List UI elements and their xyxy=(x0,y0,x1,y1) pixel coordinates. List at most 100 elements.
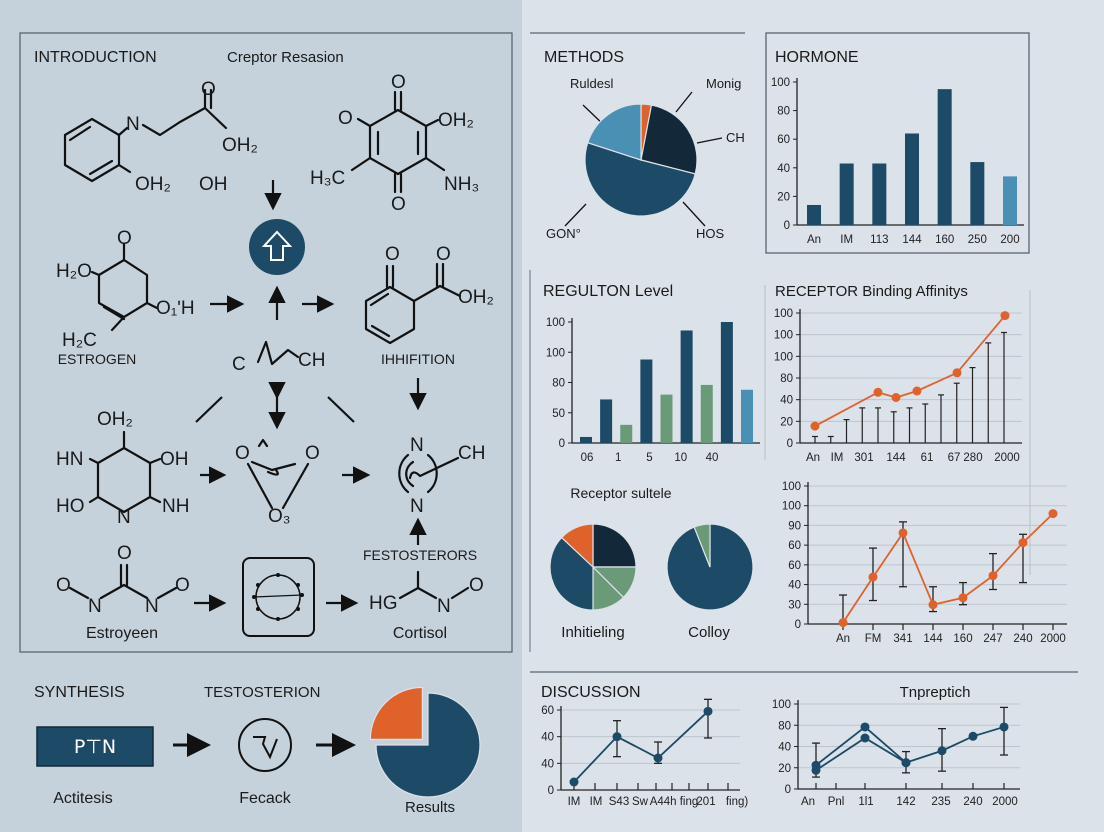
orange-chart-point xyxy=(838,618,848,628)
tnpreptich-ytick-label: 0 xyxy=(785,784,791,796)
atom-label: O xyxy=(56,575,71,596)
regulton-ytick-label: 100 xyxy=(546,317,565,329)
receptor-binding-x-label: 2000 xyxy=(994,452,1020,464)
connector-line xyxy=(327,396,355,423)
tnpreptich-ytick-label: 100 xyxy=(772,699,791,711)
methods-label: HOS xyxy=(696,226,725,241)
atom-label: O xyxy=(469,575,484,596)
receptor-binding-x-label: IM xyxy=(831,452,844,464)
molecule-5-bonds xyxy=(88,430,162,514)
discussion-title: DISCUSSION xyxy=(541,684,641,701)
atom-label: O xyxy=(117,543,132,564)
atom-label: O xyxy=(235,443,250,464)
regulton-bar xyxy=(700,384,713,443)
pie-2-label: Colloy xyxy=(688,624,730,641)
regulton-x-label: 06 xyxy=(581,452,594,464)
introduction-title: INTRODUCTION xyxy=(34,49,157,66)
tnpreptich-x-label: An xyxy=(801,796,815,808)
hormone-ytick-label: 80 xyxy=(777,106,790,118)
tnpreptich-series-1-point xyxy=(860,722,870,732)
synthesis-box xyxy=(36,726,154,767)
receptor-binding-ytick-label: 100 xyxy=(774,351,793,363)
methods-pie-slice xyxy=(584,141,696,217)
discussion-line xyxy=(573,710,709,783)
orange-chart-ytick-label: 40 xyxy=(788,580,801,592)
tnpreptich-x-label: 1l1 xyxy=(858,796,873,808)
atom-label: OH₂ xyxy=(135,174,171,195)
orange-chart-x-label: 341 xyxy=(893,633,912,645)
orange-chart-x-label: 160 xyxy=(953,633,972,645)
atom-label: CH xyxy=(298,350,325,371)
ring-structure-icon xyxy=(252,573,304,621)
molecule-1-bonds xyxy=(63,88,228,183)
orange-chart-ytick-label: 0 xyxy=(795,619,801,631)
regulton-bar xyxy=(660,394,673,443)
estrogen-label: ESTROGEN xyxy=(58,351,137,367)
regulton-x-label: 40 xyxy=(706,452,719,464)
atom-label: OH xyxy=(199,174,228,195)
ozone-structure xyxy=(246,438,310,510)
discussion-point xyxy=(569,777,579,787)
regulton-bar xyxy=(720,322,733,443)
atom-label: O xyxy=(117,228,132,249)
hormone-x-label: IM xyxy=(840,234,853,246)
hormone-bar xyxy=(937,89,952,226)
regulton-x-label: 5 xyxy=(646,452,652,464)
atom-label: OH₂ xyxy=(222,135,258,156)
hormone-ytick-label: 40 xyxy=(777,163,790,175)
tnpreptich-series-1-point xyxy=(999,722,1009,732)
atom-label: N xyxy=(117,507,131,528)
receptor-binding-point xyxy=(891,393,901,402)
receptor-binding-x-label: An xyxy=(806,452,820,464)
discussion-point xyxy=(653,753,663,763)
atom-label: O₃ xyxy=(268,506,291,527)
discussion-x-label: 201 xyxy=(696,796,715,808)
orange-chart-x-label: 240 xyxy=(1013,633,1032,645)
hormone-ytick-label: 100 xyxy=(771,77,790,89)
inhibition-label: IHHIFITION xyxy=(381,351,455,367)
introduction-panel-border xyxy=(19,32,513,653)
introduction-subtitle: Creptor Resasion xyxy=(227,49,344,66)
actitesis-label: Actitesis xyxy=(53,790,113,807)
methods-pie-slice xyxy=(586,103,642,161)
orange-chart-ytick-label: 60 xyxy=(788,540,801,552)
receptor-binding-ytick-label: 0 xyxy=(787,438,793,450)
discussion-x-label: A44h fing xyxy=(650,796,699,808)
regulton-bar xyxy=(680,330,693,443)
atom-label: N xyxy=(410,496,424,517)
discussion-x-label: S43 xyxy=(609,796,629,808)
atom-label: N xyxy=(437,596,451,617)
atom-label: OH₂ xyxy=(458,287,494,308)
orange-chart-ytick-label: 60 xyxy=(788,560,801,572)
synthesis-title: SYNTHESIS xyxy=(34,684,125,701)
festosterors-label: FESTOSTERORS xyxy=(363,547,477,563)
receptor-binding-ytick-label: 40 xyxy=(780,395,793,407)
methods-leader-lines xyxy=(564,91,723,227)
regulton-bar xyxy=(640,359,653,443)
tnpreptich-series-1-point xyxy=(968,731,978,741)
molecule-6-bonds xyxy=(68,563,178,600)
atom-label: OH₂ xyxy=(438,110,474,131)
tnpreptich-title: Tnpreptich xyxy=(900,684,971,701)
receptor-binding-x-label: 61 xyxy=(921,452,934,464)
regulton-bar xyxy=(620,424,633,443)
discussion-ytick-label: 40 xyxy=(541,732,554,744)
receptor-binding-point xyxy=(810,421,820,431)
atom-label: O xyxy=(436,244,451,265)
molecule-structures xyxy=(63,88,470,637)
hormone-bar xyxy=(872,163,887,225)
atom-label: O xyxy=(175,575,190,596)
orange-chart-point xyxy=(988,571,998,581)
hormone-bar xyxy=(839,163,854,225)
receptor-binding-title: RECEPTOR Binding Affinitys xyxy=(775,283,968,300)
receptor-binding-point xyxy=(912,386,922,396)
atom-label: H₃C xyxy=(310,168,345,189)
orange-chart-x-label: 144 xyxy=(923,633,943,645)
methods-label: CH xyxy=(726,130,745,145)
regulton-x-label: 1 xyxy=(615,452,621,464)
regulton-ytick-label: 0 xyxy=(559,438,565,450)
receptor-binding-ytick-label: 100 xyxy=(774,308,793,320)
receptor-pie-1-slice xyxy=(549,536,594,611)
tnpreptich-series-2-point xyxy=(860,733,870,743)
